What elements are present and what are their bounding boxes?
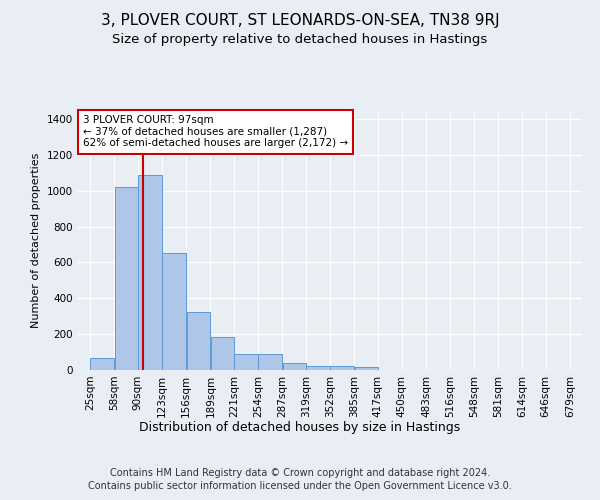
Bar bbox=[115, 187, 138, 370]
Text: 3, PLOVER COURT, ST LEONARDS-ON-SEA, TN38 9RJ: 3, PLOVER COURT, ST LEONARDS-ON-SEA, TN3… bbox=[101, 12, 499, 28]
Bar bbox=[91, 358, 114, 370]
Bar bbox=[283, 363, 306, 370]
Bar bbox=[162, 254, 186, 370]
Bar bbox=[355, 368, 378, 370]
Bar bbox=[138, 174, 162, 370]
Y-axis label: Number of detached properties: Number of detached properties bbox=[31, 152, 41, 328]
Text: Size of property relative to detached houses in Hastings: Size of property relative to detached ho… bbox=[112, 32, 488, 46]
Bar bbox=[306, 366, 330, 370]
Text: Contains public sector information licensed under the Open Government Licence v3: Contains public sector information licen… bbox=[88, 481, 512, 491]
Bar bbox=[187, 312, 210, 370]
Text: Distribution of detached houses by size in Hastings: Distribution of detached houses by size … bbox=[139, 421, 461, 434]
Bar bbox=[259, 354, 282, 370]
Bar bbox=[330, 366, 354, 370]
Bar bbox=[211, 337, 235, 370]
Text: Contains HM Land Registry data © Crown copyright and database right 2024.: Contains HM Land Registry data © Crown c… bbox=[110, 468, 490, 477]
Bar bbox=[234, 354, 258, 370]
Text: 3 PLOVER COURT: 97sqm
← 37% of detached houses are smaller (1,287)
62% of semi-d: 3 PLOVER COURT: 97sqm ← 37% of detached … bbox=[83, 115, 348, 148]
